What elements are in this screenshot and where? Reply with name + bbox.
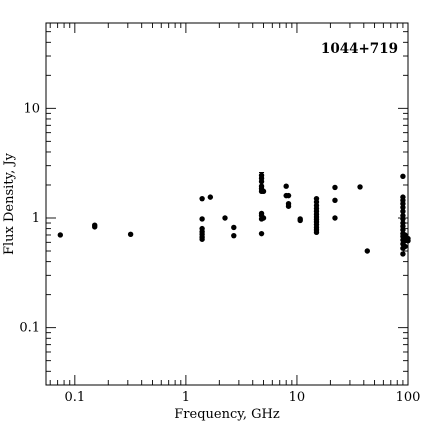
data-point [231, 224, 237, 231]
source-title: 1044+719 [321, 41, 398, 57]
plot-frame [45, 22, 409, 386]
data-point [199, 195, 205, 202]
data-point [357, 184, 363, 190]
data-point [313, 229, 320, 236]
data-point [332, 184, 338, 191]
data-point [285, 203, 292, 209]
x-tick-label: 1 [182, 390, 190, 405]
x-tick-label: 10 [289, 390, 306, 405]
data-point [332, 197, 338, 204]
data-point [258, 230, 265, 237]
data-point [402, 243, 408, 250]
data-point [260, 215, 267, 221]
data-point [231, 232, 237, 239]
y-tick-label: 0.1 [19, 321, 40, 336]
data-point [285, 192, 292, 199]
data-point [332, 215, 338, 221]
data-point [405, 238, 411, 244]
data-point [400, 204, 406, 211]
data-point [199, 236, 205, 242]
x-tick-label: 0.1 [64, 390, 85, 405]
x-axis-title: Frequency, GHz [174, 407, 280, 422]
data-point [297, 217, 303, 224]
data-point [57, 232, 64, 238]
data-point [400, 251, 406, 257]
data-point [400, 216, 406, 222]
data-point [260, 188, 267, 195]
data-point [207, 194, 214, 200]
data-point [199, 216, 205, 222]
tick-labels: 0.1 1 10 100 0.1 1 10 [19, 101, 420, 405]
data-point [258, 178, 265, 185]
y-axis-title: Flux Density, Jy [2, 152, 17, 255]
y-tick-label: 10 [23, 101, 40, 116]
data-points [57, 171, 411, 257]
data-point [283, 183, 289, 189]
data-point [400, 173, 406, 180]
data-point [400, 208, 406, 215]
y-tick-label: 1 [32, 211, 40, 226]
data-point [400, 227, 406, 233]
data-point [364, 248, 370, 254]
axis-ticks [46, 22, 409, 386]
data-point [92, 222, 98, 228]
data-point [222, 215, 228, 221]
x-tick-label: 100 [396, 390, 421, 405]
data-point [127, 231, 134, 238]
